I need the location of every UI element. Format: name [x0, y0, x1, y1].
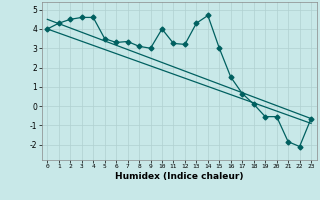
X-axis label: Humidex (Indice chaleur): Humidex (Indice chaleur)	[115, 172, 244, 181]
